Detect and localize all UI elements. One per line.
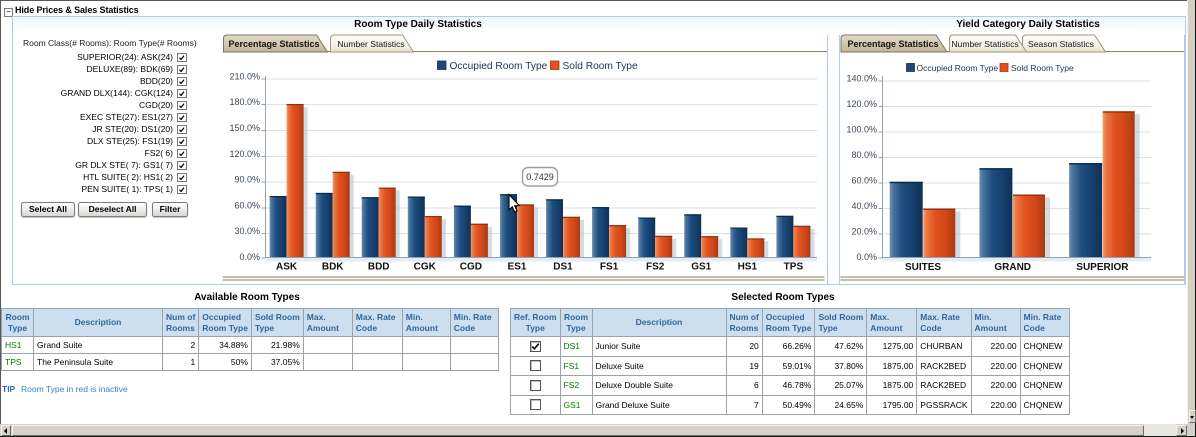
svg-text:120.0%: 120.0% xyxy=(229,149,260,159)
svg-text:Sold Room Type: Sold Room Type xyxy=(1011,63,1074,73)
svg-text:Occupied Room Type: Occupied Room Type xyxy=(917,63,999,73)
svg-text:0.7429: 0.7429 xyxy=(526,172,554,182)
svg-text:Occupied Room Type: Occupied Room Type xyxy=(450,61,548,72)
svg-text:90.0%: 90.0% xyxy=(234,175,260,185)
svg-text:BDD: BDD xyxy=(368,262,390,273)
svg-text:60.0%: 60.0% xyxy=(851,176,877,186)
svg-text:80.0%: 80.0% xyxy=(851,150,877,160)
svg-text:Number Statistics: Number Statistics xyxy=(951,39,1018,49)
svg-text:150.0%: 150.0% xyxy=(229,123,260,133)
svg-text:60.0%: 60.0% xyxy=(234,200,260,210)
svg-text:CGD: CGD xyxy=(460,262,482,273)
svg-text:Season Statistics: Season Statistics xyxy=(1028,39,1094,49)
svg-text:FS1: FS1 xyxy=(600,262,619,273)
svg-text:GS1: GS1 xyxy=(691,262,711,273)
svg-text:HS1: HS1 xyxy=(738,262,758,273)
svg-text:0.0%: 0.0% xyxy=(239,252,260,262)
svg-text:20.0%: 20.0% xyxy=(851,227,877,237)
svg-text:ES1: ES1 xyxy=(508,262,527,273)
svg-text:180.0%: 180.0% xyxy=(229,97,260,107)
svg-text:SUITES: SUITES xyxy=(905,262,941,273)
svg-text:DS1: DS1 xyxy=(553,262,573,273)
svg-text:0.0%: 0.0% xyxy=(856,252,877,262)
svg-text:BDK: BDK xyxy=(322,262,344,273)
svg-text:40.0%: 40.0% xyxy=(851,201,877,211)
svg-text:30.0%: 30.0% xyxy=(234,226,260,236)
svg-text:100.0%: 100.0% xyxy=(846,125,877,135)
svg-text:SUPERIOR: SUPERIOR xyxy=(1076,262,1129,273)
svg-text:ASK: ASK xyxy=(276,262,298,273)
svg-text:210.0%: 210.0% xyxy=(229,71,260,81)
svg-text:120.0%: 120.0% xyxy=(846,99,877,109)
svg-text:Sold Room Type: Sold Room Type xyxy=(563,61,638,72)
svg-text:Percentage Statistics: Percentage Statistics xyxy=(228,39,319,49)
svg-text:GRAND: GRAND xyxy=(994,262,1031,273)
svg-text:Number Statistics: Number Statistics xyxy=(337,39,404,49)
svg-text:140.0%: 140.0% xyxy=(846,74,877,84)
svg-text:Percentage Statistics: Percentage Statistics xyxy=(847,39,938,49)
svg-text:TPS: TPS xyxy=(784,262,804,273)
svg-text:FS2: FS2 xyxy=(646,262,665,273)
svg-text:CGK: CGK xyxy=(414,262,437,273)
